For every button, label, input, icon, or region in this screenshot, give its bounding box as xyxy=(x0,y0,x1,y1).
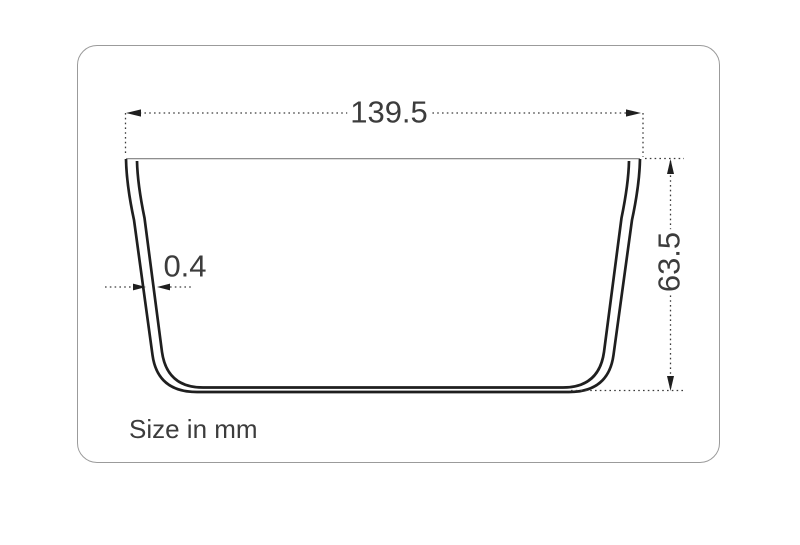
thickness-arrow-left-icon xyxy=(133,283,146,291)
width-arrow-right-icon xyxy=(626,109,641,117)
vessel-outer-profile xyxy=(124,158,642,394)
thickness-dimension-value: 0.4 xyxy=(163,248,207,284)
height-arrow-down-icon xyxy=(667,376,674,391)
width-arrow-left-icon xyxy=(126,109,141,117)
units-label: Size in mm xyxy=(129,414,258,444)
thickness-arrow-right-icon xyxy=(157,283,170,291)
height-arrow-up-icon xyxy=(667,159,674,174)
width-dimension-value: 139.5 xyxy=(347,96,431,128)
vessel-inner-profile xyxy=(135,160,631,389)
height-dimension-value: 63.5 xyxy=(652,228,687,296)
